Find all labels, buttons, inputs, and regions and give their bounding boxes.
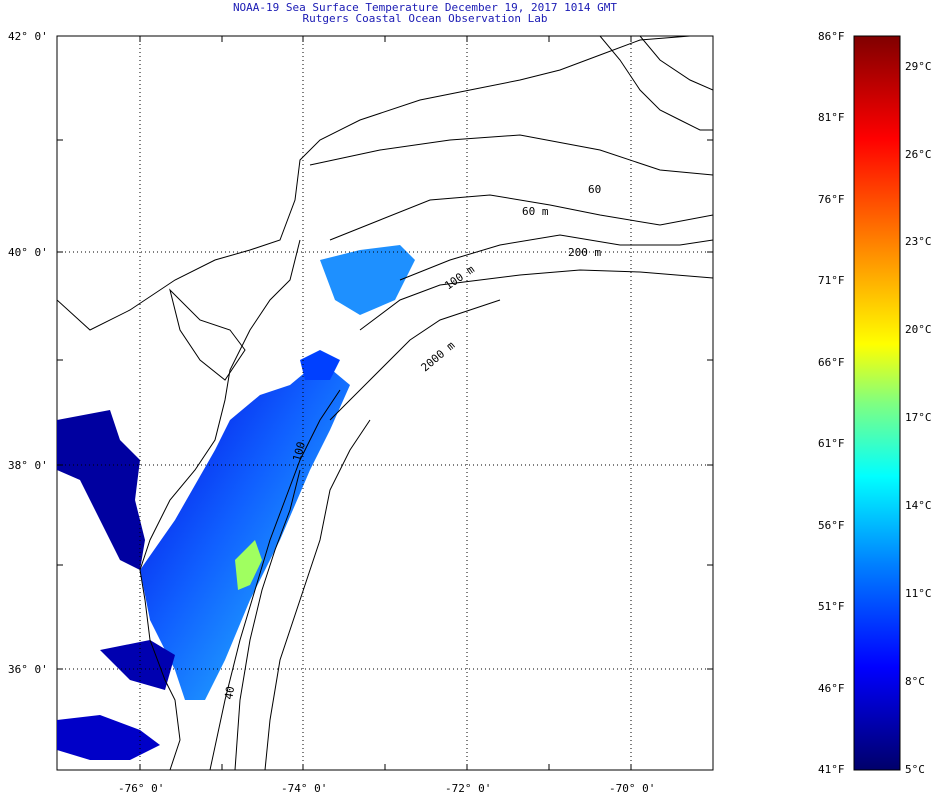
contour-inner bbox=[234, 469, 301, 770]
lon-label: -76° 0' bbox=[118, 782, 164, 795]
pamlico-sound bbox=[57, 715, 160, 760]
coastline-south bbox=[139, 239, 301, 770]
lon-label: -74° 0' bbox=[281, 782, 327, 795]
colorbar-c-label: 29°C bbox=[905, 60, 932, 73]
colorbar-f-labels: 86°F 81°F 76°F 71°F 66°F 61°F 56°F 51°F … bbox=[818, 30, 845, 776]
sst-swath bbox=[140, 360, 350, 700]
graticule bbox=[57, 36, 713, 770]
colorbar-f-label: 81°F bbox=[818, 111, 845, 124]
contour-new-england bbox=[639, 36, 713, 91]
contour-60 bbox=[329, 194, 713, 241]
colorbar-c-label: 11°C bbox=[905, 587, 932, 600]
colorbar-c-label: 20°C bbox=[905, 323, 932, 336]
colorbar-f-label: 46°F bbox=[818, 682, 845, 695]
axis-ticks bbox=[57, 35, 713, 770]
colorbar-c-label: 17°C bbox=[905, 411, 932, 424]
lon-label: -72° 0' bbox=[445, 782, 491, 795]
colorbar-f-label: 76°F bbox=[818, 193, 845, 206]
albemarle-sound bbox=[100, 640, 175, 690]
colorbar-c-label: 23°C bbox=[905, 235, 932, 248]
coastline-new-england bbox=[599, 36, 713, 131]
contour-60-north bbox=[309, 134, 713, 176]
warm-patch bbox=[235, 540, 262, 590]
coastline-north bbox=[57, 36, 691, 331]
contour-label: 2000 m bbox=[419, 339, 458, 375]
colorbar-c-labels: 29°C 26°C 23°C 20°C 17°C 14°C 11°C 8°C 5… bbox=[905, 60, 932, 776]
colorbar bbox=[853, 35, 901, 771]
contour-2000 bbox=[329, 299, 501, 421]
colorbar-c-label: 5°C bbox=[905, 763, 925, 776]
contour-label: 100 m bbox=[442, 263, 477, 293]
contour-label: 100 bbox=[290, 440, 308, 463]
map-title: NOAA-19 Sea Surface Temperature December… bbox=[232, 1, 618, 14]
contour-200 bbox=[399, 234, 713, 281]
lat-label: 36° 0' bbox=[8, 663, 48, 676]
contour-shelf-edge bbox=[209, 389, 341, 770]
lon-label: -70° 0' bbox=[609, 782, 655, 795]
contour-label: 40 bbox=[222, 685, 237, 700]
sst-mid-patch bbox=[300, 350, 340, 380]
colorbar-c-label: 26°C bbox=[905, 148, 932, 161]
sst-north-patch bbox=[320, 245, 415, 315]
colorbar-f-label: 86°F bbox=[818, 30, 845, 43]
colorbar-f-label: 41°F bbox=[818, 763, 845, 776]
lat-label: 42° 0' bbox=[8, 30, 48, 43]
contour-label: 60 bbox=[588, 183, 601, 196]
colorbar-f-label: 56°F bbox=[818, 519, 845, 532]
colorbar-c-label: 14°C bbox=[905, 499, 932, 512]
lat-label: 40° 0' bbox=[8, 246, 48, 259]
map-subtitle: Rutgers Coastal Ocean Observation Lab bbox=[302, 12, 548, 25]
lat-label: 38° 0' bbox=[8, 459, 48, 472]
colorbar-f-label: 51°F bbox=[818, 600, 845, 613]
contour-100 bbox=[359, 269, 713, 331]
contour-label: 200 m bbox=[568, 246, 601, 259]
colorbar-c-label: 8°C bbox=[905, 675, 925, 688]
chesapeake-bay bbox=[57, 410, 145, 570]
colorbar-f-label: 71°F bbox=[818, 274, 845, 287]
colorbar-f-label: 66°F bbox=[818, 356, 845, 369]
colorbar-f-label: 61°F bbox=[818, 437, 845, 450]
contour-slope bbox=[264, 419, 371, 770]
delaware-bay bbox=[169, 288, 246, 381]
contour-label: 60 m bbox=[522, 205, 549, 218]
